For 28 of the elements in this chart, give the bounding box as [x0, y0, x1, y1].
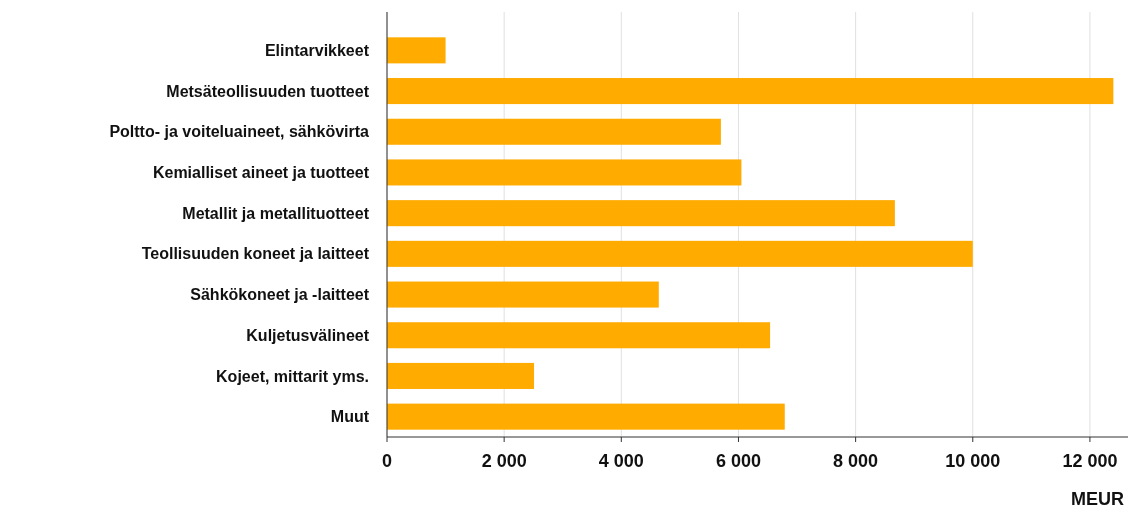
bar	[387, 322, 771, 349]
bar	[387, 37, 446, 64]
x-tick-label: 2 000	[481, 451, 527, 471]
y-tick-label: Kuljetusvälineet	[246, 326, 370, 344]
bar	[387, 78, 1114, 105]
x-tick-label: 10 000	[945, 451, 1001, 471]
bar	[387, 240, 973, 267]
x-tick-label: 12 000	[1062, 451, 1118, 471]
y-tick-label: Poltto- ja voiteluaineet, sähkövirta	[109, 123, 370, 141]
y-tick-label: Metsäteollisuuden tuotteet	[166, 82, 370, 100]
x-tick-label: 6 000	[715, 451, 761, 471]
bar	[387, 159, 742, 186]
y-tick-label: Kojeet, mittarit yms.	[216, 367, 369, 385]
x-axis-title: MEUR	[1071, 489, 1124, 509]
x-tick-label: 0	[381, 451, 393, 471]
bar	[387, 403, 785, 430]
y-tick-label: Sähkökoneet ja -laitteet	[190, 286, 370, 304]
bar	[387, 281, 659, 308]
bar	[387, 200, 895, 227]
y-tick-label: Elintarvikkeet	[264, 41, 370, 59]
bar	[387, 362, 535, 389]
bar	[387, 118, 721, 145]
y-tick-label: Teollisuuden koneet ja laitteet	[141, 245, 370, 263]
x-tick-label: 4 000	[598, 451, 644, 471]
y-tick-label: Muut	[330, 408, 370, 426]
y-tick-label: Metallit ja metallituotteet	[182, 204, 370, 222]
y-tick-label: Kemialliset aineet ja tuotteet	[152, 164, 370, 182]
x-tick-label: 8 000	[833, 451, 879, 471]
